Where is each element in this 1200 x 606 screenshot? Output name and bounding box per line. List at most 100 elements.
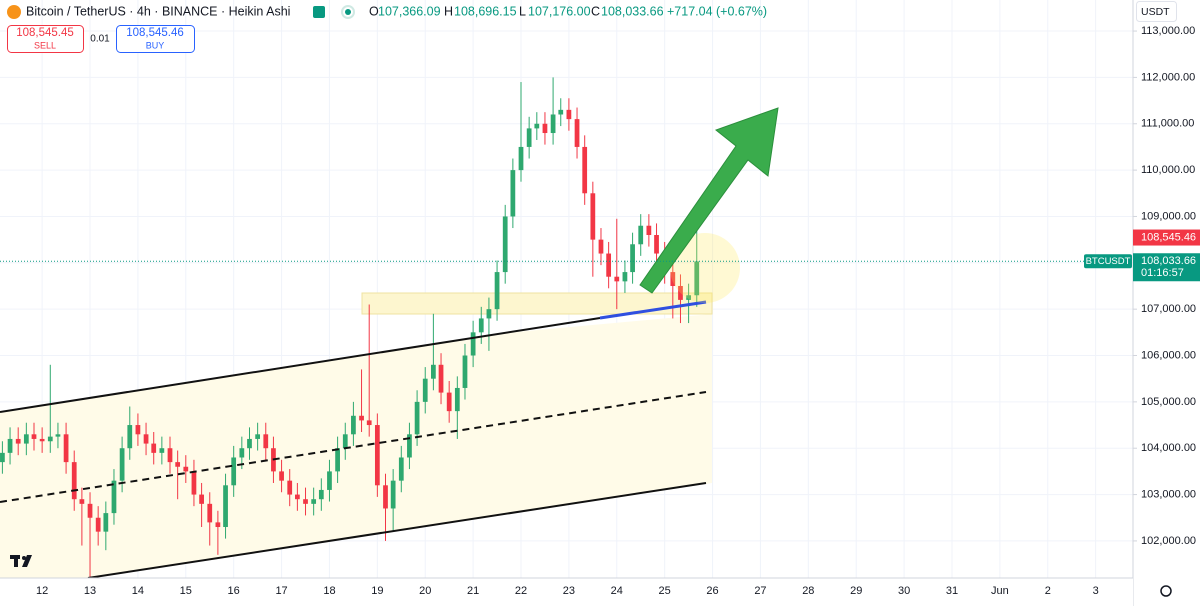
candle-body bbox=[518, 146, 524, 171]
candle-body bbox=[351, 415, 356, 435]
channel-upper bbox=[0, 317, 601, 413]
candle-body bbox=[311, 499, 317, 504]
buy-button[interactable] bbox=[116, 25, 195, 53]
up-arrow bbox=[639, 107, 779, 294]
candle-body bbox=[0, 452, 5, 463]
tv-logo bbox=[10, 555, 32, 567]
candle-body bbox=[430, 364, 436, 379]
candle-body bbox=[670, 272, 676, 286]
change: +717.04 (+0.67%) bbox=[667, 4, 767, 18]
candle-body bbox=[486, 309, 492, 319]
x-tick-label: 22 bbox=[515, 585, 527, 597]
x-tick-label: 12 bbox=[36, 585, 48, 597]
x-tick-label: 21 bbox=[467, 585, 479, 597]
candle-body bbox=[558, 109, 564, 115]
x-tick-label: 26 bbox=[706, 585, 718, 597]
candle-body bbox=[39, 438, 45, 442]
candle-body bbox=[223, 485, 228, 528]
x-tick-label: 28 bbox=[802, 585, 814, 597]
candle-body bbox=[31, 434, 37, 439]
x-tick-label: 19 bbox=[371, 585, 383, 597]
price-axis-bg bbox=[1133, 0, 1200, 606]
sell-button[interactable] bbox=[7, 25, 84, 53]
candle-body bbox=[71, 462, 77, 500]
y-tick-label: 104,000.00 bbox=[1141, 442, 1196, 454]
candle-body bbox=[303, 499, 308, 504]
legend-value: 107,366.09 bbox=[378, 4, 441, 18]
candle-body bbox=[606, 253, 612, 277]
y-tick-label: 107,000.00 bbox=[1141, 303, 1196, 315]
candle-body bbox=[542, 123, 548, 134]
candle-body bbox=[47, 436, 53, 442]
time-axis-bg bbox=[0, 578, 1133, 606]
x-tick-label: 23 bbox=[563, 585, 575, 597]
candle-body bbox=[135, 425, 141, 435]
candle-body bbox=[638, 225, 644, 245]
candle-body bbox=[263, 434, 269, 449]
legend-value: 108,696.15 bbox=[454, 4, 517, 18]
x-tick-label: 17 bbox=[275, 585, 287, 597]
candle-body bbox=[359, 415, 364, 421]
candle-body bbox=[646, 225, 652, 236]
x-tick-label: 15 bbox=[180, 585, 192, 597]
candle-body bbox=[103, 513, 109, 532]
symbol-tag bbox=[1084, 254, 1132, 269]
y-tick-label: 103,000.00 bbox=[1141, 488, 1196, 500]
x-tick-label: 3 bbox=[1093, 585, 1099, 597]
candle-body bbox=[119, 448, 125, 481]
x-tick-label: 31 bbox=[946, 585, 958, 597]
candle-body bbox=[422, 378, 428, 402]
x-tick-label: 14 bbox=[132, 585, 144, 597]
legend-label: H bbox=[444, 4, 453, 18]
legend-label: O bbox=[369, 4, 379, 18]
y-tick-label: 106,000.00 bbox=[1141, 349, 1196, 361]
status-icon bbox=[313, 6, 325, 18]
candle-body bbox=[207, 503, 213, 523]
candle-body bbox=[598, 239, 604, 254]
x-tick-label: 29 bbox=[850, 585, 862, 597]
candle-body bbox=[590, 193, 596, 240]
candle-body bbox=[390, 480, 396, 509]
candle-body bbox=[398, 457, 404, 481]
legend-value: 107,176.00 bbox=[528, 4, 591, 18]
x-tick-label: 25 bbox=[659, 585, 671, 597]
candle-body bbox=[167, 448, 173, 463]
candle-body bbox=[239, 448, 245, 458]
y-tick-label: 109,000.00 bbox=[1141, 210, 1196, 222]
candle-body bbox=[414, 401, 420, 435]
candle-body bbox=[614, 276, 620, 282]
candle-body bbox=[279, 471, 284, 481]
candle-body bbox=[510, 170, 516, 217]
legend-label: C bbox=[591, 4, 600, 18]
x-tick-label: Jun bbox=[991, 585, 1009, 597]
quantity: 0.01 bbox=[90, 34, 110, 45]
last-price-label: 108,033.66 bbox=[1141, 255, 1196, 267]
candle-body bbox=[478, 318, 484, 333]
ask-price-label: 108,545.46 bbox=[1141, 231, 1196, 243]
chart-title: Bitcoin / TetherUS · 4h · BINANCE · Heik… bbox=[26, 4, 290, 18]
symbol-tag-label: BTCUSDT bbox=[1086, 256, 1131, 267]
settings-icon[interactable] bbox=[1160, 585, 1172, 597]
y-tick-label: 113,000.00 bbox=[1141, 25, 1195, 37]
candle-body bbox=[366, 420, 372, 426]
candle-body bbox=[438, 364, 444, 393]
candle-body bbox=[446, 392, 452, 412]
candle-body bbox=[534, 123, 540, 129]
currency-button[interactable] bbox=[1136, 1, 1177, 22]
candle-body bbox=[7, 438, 13, 453]
candle-body bbox=[183, 466, 189, 472]
zone bbox=[361, 292, 713, 315]
candle-body bbox=[318, 489, 324, 500]
candle-body bbox=[79, 499, 85, 504]
candle-body bbox=[462, 355, 468, 388]
candle-body bbox=[654, 235, 659, 254]
candle-body bbox=[15, 438, 21, 444]
legend-label: L bbox=[519, 4, 526, 18]
candle-body bbox=[502, 216, 508, 273]
candle-body bbox=[342, 434, 348, 449]
candle-body bbox=[622, 272, 628, 282]
highlight-circle bbox=[670, 233, 740, 303]
candle-body bbox=[574, 119, 580, 147]
ask-price-tag bbox=[1133, 229, 1200, 246]
